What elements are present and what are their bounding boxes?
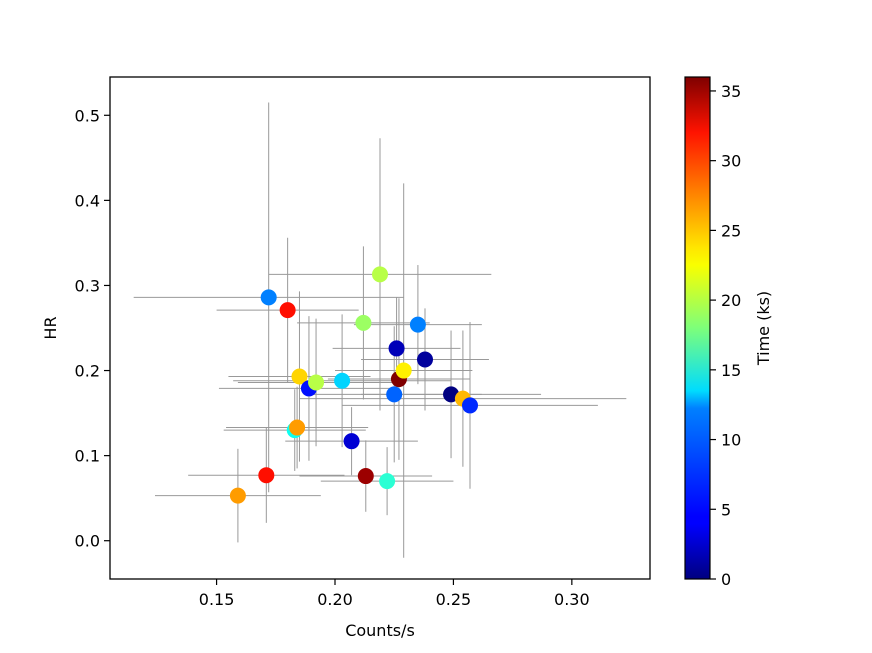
colorbar-label: Time (ks) [754,291,773,366]
data-point-19 [409,316,426,333]
data-point-10 [343,433,360,450]
y-tick-label-2: 0.2 [75,362,100,381]
colorbar-tick-label-2: 10 [721,431,741,450]
data-point-13 [372,266,388,283]
colorbar-ticks: 0 5 10 15 20 25 30 35 [710,82,741,589]
colorbar-tick-label-6: 30 [721,152,741,171]
colorbar-tick-label-0: 0 [721,570,731,589]
data-point-0 [229,487,246,504]
y-tick-label-0: 0.0 [75,532,100,551]
data-point-12 [357,468,374,485]
y-tick-label-5: 0.5 [75,106,100,125]
y-tick-label-1: 0.1 [75,447,100,466]
colorbar-tick-label-5: 25 [721,221,741,240]
x-tick-label-2: 0.25 [436,590,472,609]
data-point-20 [417,351,433,368]
data-point-6 [291,368,308,385]
colorbar-tick-label-3: 15 [721,361,741,380]
data-point-11 [355,314,372,331]
y-axis-label: HR [41,316,60,339]
data-point-23 [462,397,478,414]
colorbar [685,77,710,579]
data-point-2 [260,289,277,306]
y-tick-label-4: 0.4 [75,191,100,210]
colorbar-tick-label-7: 35 [721,82,741,101]
x-tick-label-1: 0.20 [317,590,353,609]
data-points [229,266,478,504]
x-tick-label-0: 0.15 [199,590,235,609]
x-axis-ticks: 0.15 0.20 0.25 0.30 [199,579,590,609]
data-point-16 [388,340,405,357]
data-point-15 [386,386,403,403]
y-tick-label-3: 0.3 [75,276,100,295]
data-point-1 [258,467,275,484]
x-axis-label: Counts/s [345,621,415,640]
colorbar-frame [684,76,711,580]
data-point-3 [279,302,296,319]
data-point-14 [379,473,396,490]
x-tick-label-3: 0.30 [554,590,590,609]
y-axis-ticks: 0.0 0.1 0.2 0.3 0.4 0.5 [75,106,110,551]
data-point-9 [334,372,351,389]
plot-area-frame [109,76,651,580]
colorbar-tick-label-4: 20 [721,291,741,310]
error-bars [133,102,627,558]
data-point-18 [395,362,412,379]
data-point-5 [289,419,306,436]
colorbar-tick-label-1: 5 [721,500,731,519]
data-point-8 [308,374,325,391]
